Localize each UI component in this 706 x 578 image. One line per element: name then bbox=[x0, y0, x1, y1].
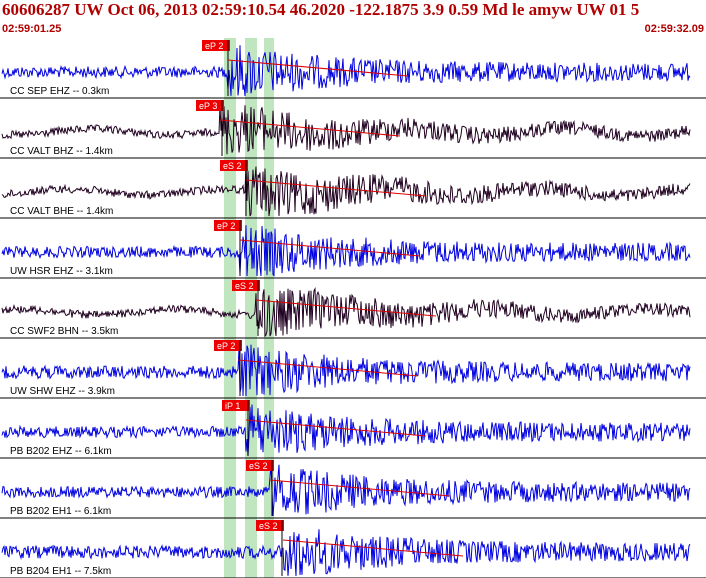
pick-label: eS 2 bbox=[259, 521, 278, 531]
station-label: CC VALT BHZ -- 1.4km bbox=[10, 146, 113, 157]
waveform-trace bbox=[1, 529, 691, 577]
station-label: PB B202 EHZ -- 6.1km bbox=[10, 446, 112, 457]
pick-marker bbox=[214, 340, 242, 351]
waveform-trace bbox=[1, 225, 691, 277]
pick-label: eP 3 bbox=[199, 101, 217, 111]
pick-label: eS 2 bbox=[249, 461, 268, 471]
pick-marker bbox=[214, 220, 242, 231]
station-label: CC SWF2 BHN -- 3.5km bbox=[10, 326, 118, 337]
coda-line bbox=[219, 119, 401, 137]
time-start-label: 02:59:01.25 bbox=[2, 23, 62, 35]
pick-marker bbox=[222, 400, 250, 411]
waveform-trace bbox=[1, 286, 691, 338]
event-title: 60606287 UW Oct 06, 2013 02:59:10.54 46.… bbox=[2, 0, 640, 19]
pick-label: eP 2 bbox=[205, 41, 223, 51]
waveform-trace bbox=[1, 164, 691, 217]
station-label: PB B204 EH1 -- 7.5km bbox=[10, 566, 111, 577]
pick-label: eS 2 bbox=[235, 281, 254, 291]
coda-line bbox=[245, 419, 427, 437]
waveform-trace bbox=[1, 463, 691, 517]
pick-label: eP 2 bbox=[217, 341, 235, 351]
pick-marker bbox=[246, 460, 274, 471]
pick-marker bbox=[196, 100, 224, 111]
time-end-label: 02:59:32.09 bbox=[644, 23, 704, 35]
pick-label: eP 2 bbox=[217, 221, 235, 231]
coda-line bbox=[255, 299, 437, 317]
pick-marker bbox=[220, 160, 248, 171]
pick-marker bbox=[232, 280, 260, 291]
waveform-trace bbox=[1, 404, 691, 457]
coda-line bbox=[269, 479, 451, 497]
station-label: CC VALT BHE -- 1.4km bbox=[10, 206, 113, 217]
pick-marker bbox=[202, 40, 230, 51]
station-label: UW HSR EHZ -- 3.1km bbox=[10, 266, 113, 277]
coda-line bbox=[282, 539, 464, 557]
waveform-trace bbox=[1, 344, 691, 397]
station-label: CC SEP EHZ -- 0.3km bbox=[10, 86, 109, 97]
coda-line bbox=[239, 239, 421, 257]
coda-line bbox=[227, 59, 409, 77]
pick-label: iP 1 bbox=[225, 401, 240, 411]
station-label: PB B202 EH1 -- 6.1km bbox=[10, 506, 111, 517]
event-header: 60606287 UW Oct 06, 2013 02:59:10.54 46.… bbox=[0, 0, 706, 38]
p-window-band bbox=[224, 38, 236, 578]
seismogram-panel[interactable]: eP 2 CC SEP EHZ -- 0.3km eP 3 CC VALT BHZ -… bbox=[0, 38, 706, 578]
waveform-trace bbox=[1, 104, 691, 155]
coda-line bbox=[245, 179, 427, 197]
coda-line bbox=[237, 359, 419, 377]
pick-label: eS 2 bbox=[223, 161, 242, 171]
pick-marker bbox=[256, 520, 284, 531]
station-label: UW SHW EHZ -- 3.9km bbox=[10, 386, 115, 397]
waveform-trace bbox=[1, 45, 691, 97]
